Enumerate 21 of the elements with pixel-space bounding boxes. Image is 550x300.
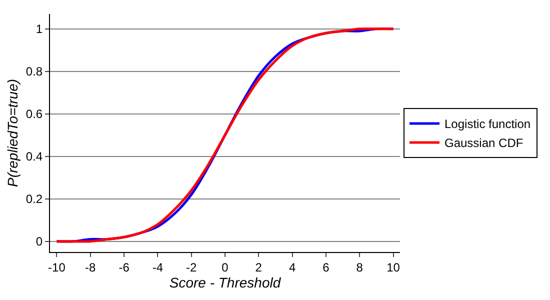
x-axis-title: Score - Threshold (169, 274, 282, 291)
legend-label: Gaussian CDF (444, 136, 524, 150)
x-tick-label: 6 (322, 260, 330, 274)
y-axis-title: P(repliedTo=true) (4, 78, 21, 188)
x-tick-label: -4 (152, 260, 164, 274)
x-tick-label: -2 (186, 260, 198, 274)
y-tick-label: 0.2 (26, 192, 43, 206)
x-tick-label: 2 (255, 260, 262, 274)
y-tick-label: 0.6 (26, 107, 43, 122)
x-tick-label: -8 (85, 260, 96, 274)
y-tick-label: 0.4 (26, 150, 43, 164)
x-tick-label: 10 (386, 260, 400, 274)
y-tick-label: 0.8 (26, 64, 43, 79)
y-tick-label: 0 (36, 234, 43, 249)
x-tick-label: 4 (288, 260, 296, 274)
x-tick-label: 8 (356, 260, 364, 274)
x-tick-label: -6 (118, 260, 130, 274)
legend-label: Logistic function (444, 117, 531, 132)
x-tick-label: -10 (48, 260, 66, 274)
y-tick-label: 1 (36, 22, 43, 36)
x-tick-label: 0 (222, 260, 229, 274)
